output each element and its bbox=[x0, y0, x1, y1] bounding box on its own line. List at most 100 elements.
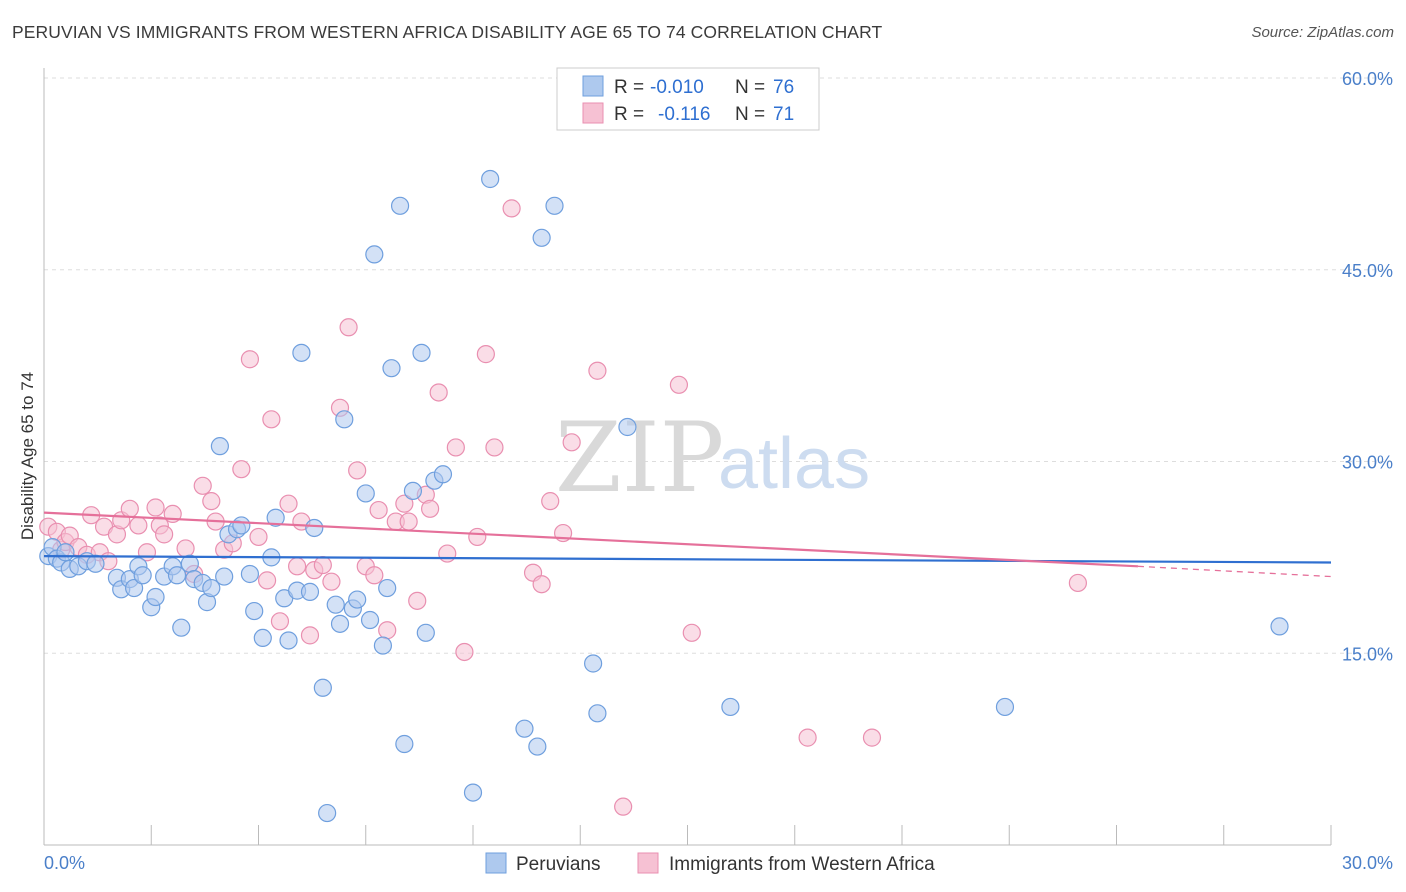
point-peruvians bbox=[1270, 617, 1289, 636]
point-peruvians bbox=[416, 623, 435, 642]
point-immigrants bbox=[270, 612, 290, 631]
legend-swatch-blue bbox=[582, 75, 604, 97]
point-immigrants bbox=[348, 461, 367, 480]
point-immigrants bbox=[378, 621, 397, 640]
point-peruvians bbox=[167, 566, 187, 585]
point-peruvians bbox=[330, 614, 350, 633]
point-immigrants bbox=[369, 500, 388, 520]
point-immigrants bbox=[176, 539, 195, 558]
bottom-legend-label-peruvians: Peruvians bbox=[516, 854, 601, 875]
point-peruvians bbox=[56, 543, 75, 562]
legend-r-value-2: -0.116 bbox=[658, 104, 710, 125]
point-immigrants bbox=[408, 591, 427, 610]
point-immigrants bbox=[193, 476, 212, 495]
point-immigrants bbox=[798, 728, 817, 747]
bottom-legend-label-immigrants: Immigrants from Western Africa bbox=[669, 854, 935, 875]
point-peruvians bbox=[373, 636, 393, 655]
legend: R = -0.010 N = 76 R = -0.116 N = 71 bbox=[556, 67, 820, 131]
y-axis-label: Disability Age 65 to 74 bbox=[18, 372, 37, 540]
point-immigrants bbox=[322, 572, 341, 591]
point-peruvians bbox=[390, 196, 410, 215]
watermark-atlas: atlas bbox=[718, 424, 870, 504]
point-immigrants bbox=[421, 499, 440, 518]
point-peruvians bbox=[618, 417, 637, 437]
point-immigrants bbox=[129, 516, 148, 535]
point-immigrants bbox=[476, 345, 495, 364]
point-immigrants bbox=[288, 557, 307, 576]
point-peruvians bbox=[133, 566, 152, 585]
point-immigrants bbox=[455, 642, 474, 662]
point-peruvians bbox=[356, 484, 375, 503]
point-immigrants bbox=[502, 199, 521, 218]
legend-r-label-1: R = bbox=[614, 77, 644, 98]
point-immigrants bbox=[446, 438, 465, 457]
point-immigrants bbox=[365, 566, 384, 585]
trend-lines bbox=[43, 511, 1332, 578]
legend-n-label-2: N = bbox=[735, 104, 765, 125]
point-peruvians bbox=[360, 610, 380, 630]
legend-r-value-1: -0.010 bbox=[650, 77, 704, 98]
point-immigrants bbox=[339, 318, 358, 337]
y-tick-label: 60.0% bbox=[1342, 69, 1393, 89]
point-peruvians bbox=[365, 245, 384, 264]
point-peruvians bbox=[515, 719, 534, 738]
trend-line-peruvians bbox=[43, 554, 1332, 564]
point-peruvians bbox=[403, 481, 423, 501]
bottom-legend-swatch-pink bbox=[637, 852, 659, 874]
point-peruvians bbox=[588, 704, 607, 723]
x-tick-label-max: 30.0% bbox=[1342, 853, 1393, 873]
point-peruvians bbox=[481, 169, 500, 189]
y-tick-label: 45.0% bbox=[1342, 261, 1393, 281]
point-peruvians bbox=[584, 654, 603, 673]
point-immigrants bbox=[279, 494, 298, 513]
legend-n-value-1: 76 bbox=[773, 77, 794, 98]
point-immigrants bbox=[438, 544, 457, 563]
point-peruvians bbox=[995, 697, 1015, 717]
point-peruvians bbox=[266, 508, 285, 527]
point-immigrants bbox=[232, 460, 251, 479]
point-peruvians bbox=[348, 590, 367, 609]
point-peruvians bbox=[378, 578, 397, 598]
point-peruvians bbox=[545, 196, 564, 215]
source-label: Source: ZipAtlas.com bbox=[1251, 24, 1394, 41]
legend-n-label-1: N = bbox=[735, 77, 765, 98]
legend-n-value-2: 71 bbox=[773, 104, 794, 125]
point-immigrants bbox=[257, 571, 277, 590]
point-immigrants bbox=[588, 361, 607, 380]
watermark-zip: ZIP bbox=[555, 402, 724, 514]
point-peruvians bbox=[124, 578, 144, 598]
point-peruvians bbox=[202, 578, 221, 598]
trend-line-immigrants-extension bbox=[1137, 565, 1332, 578]
point-peruvians bbox=[335, 410, 354, 429]
point-peruvians bbox=[300, 582, 320, 601]
point-peruvians bbox=[279, 631, 298, 650]
point-immigrants bbox=[395, 494, 414, 513]
point-peruvians bbox=[313, 678, 332, 697]
point-peruvians bbox=[86, 554, 105, 573]
point-immigrants bbox=[240, 350, 260, 369]
x-ticks bbox=[43, 825, 1332, 845]
point-immigrants bbox=[485, 438, 504, 457]
point-immigrants bbox=[202, 492, 221, 511]
point-immigrants bbox=[249, 527, 268, 547]
chart-title: PERUVIAN VS IMMIGRANTS FROM WESTERN AFRI… bbox=[12, 22, 883, 42]
legend-r-label-2: R = bbox=[614, 104, 644, 125]
trend-line-immigrants bbox=[43, 511, 1139, 568]
point-peruvians bbox=[172, 618, 191, 637]
point-peruvians bbox=[382, 359, 401, 378]
point-immigrants bbox=[669, 375, 689, 394]
point-peruvians bbox=[433, 465, 453, 484]
point-peruvians bbox=[240, 564, 260, 584]
series-immigrants-points bbox=[39, 199, 1087, 816]
point-immigrants bbox=[313, 555, 332, 575]
point-peruvians bbox=[721, 697, 740, 717]
point-immigrants bbox=[429, 383, 448, 402]
legend-swatch-pink bbox=[582, 102, 604, 124]
point-peruvians bbox=[305, 518, 324, 538]
point-peruvians bbox=[463, 783, 483, 802]
point-immigrants bbox=[155, 525, 174, 544]
point-immigrants bbox=[120, 499, 139, 518]
point-immigrants bbox=[532, 575, 551, 594]
point-immigrants bbox=[562, 433, 581, 452]
point-immigrants bbox=[300, 626, 320, 645]
